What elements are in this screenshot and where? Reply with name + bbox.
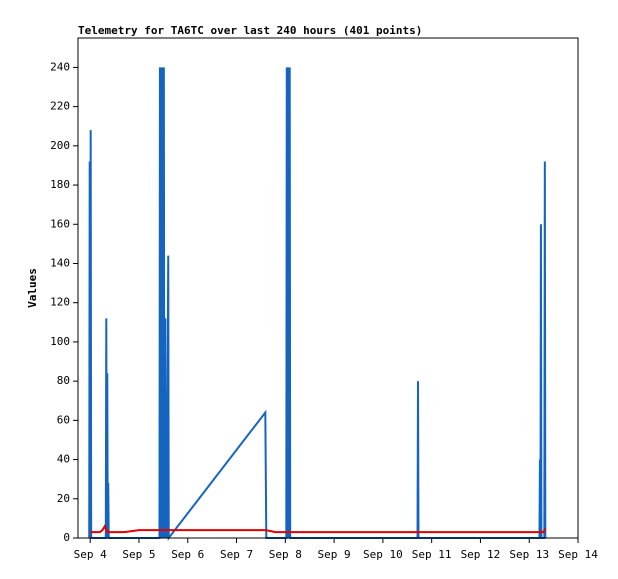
y-tick-label: 160	[50, 217, 70, 230]
x-tick-label: Sep 13	[509, 548, 549, 561]
y-tick-label: 80	[57, 374, 70, 387]
y-tick-label: 140	[50, 256, 70, 269]
y-tick-label: 100	[50, 335, 70, 348]
y-tick-label: 60	[57, 413, 70, 426]
x-tick-label: Sep 5	[122, 548, 155, 561]
x-tick-label: Sep 6	[171, 548, 204, 561]
y-tick-label: 180	[50, 178, 70, 191]
chart-title: Telemetry for TA6TC over last 240 hours …	[78, 24, 422, 37]
x-tick-label: Sep 9	[318, 548, 351, 561]
y-tick-label: 200	[50, 139, 70, 152]
y-tick-label: 240	[50, 60, 70, 73]
y-tick-label: 40	[57, 453, 70, 466]
data-line	[90, 524, 546, 534]
y-tick-label: 120	[50, 296, 70, 309]
y-tick-label: 220	[50, 100, 70, 113]
x-tick-label: Sep 4	[74, 548, 107, 561]
x-tick-label: Sep 14	[558, 548, 598, 561]
x-tick-label: Sep 11	[412, 548, 452, 561]
x-tick-label: Sep 7	[220, 548, 253, 561]
plot-frame	[77, 37, 579, 539]
x-tick-label: Sep 12	[461, 548, 501, 561]
x-tick-label: Sep 10	[363, 548, 403, 561]
y-tick-label: 0	[63, 531, 70, 544]
y-tick-label: 20	[57, 492, 70, 505]
y-axis-label: Values	[26, 268, 39, 308]
x-tick-label: Sep 8	[269, 548, 302, 561]
